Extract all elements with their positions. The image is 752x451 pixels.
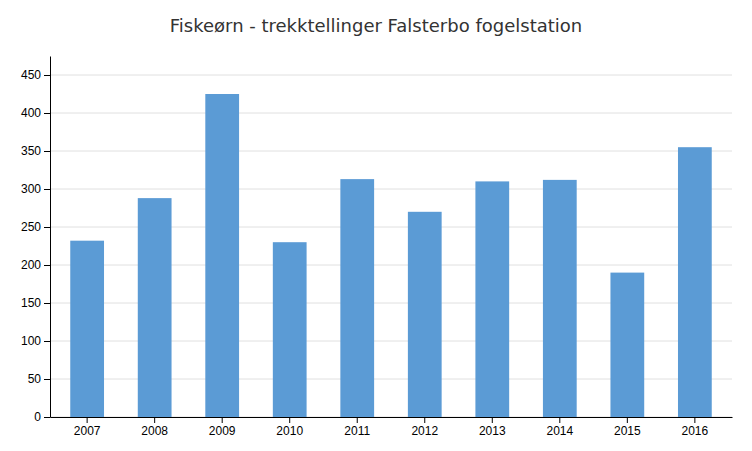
y-tick-label: 100 — [21, 334, 41, 348]
y-tick-mark — [44, 265, 50, 266]
x-tick: 2013 — [479, 417, 506, 438]
y-tick-label: 400 — [21, 106, 41, 120]
y-tick-label: 150 — [21, 296, 41, 310]
y-tick: 450 — [21, 68, 50, 82]
y-tick: 0 — [34, 410, 50, 424]
x-tick: 2014 — [546, 417, 573, 438]
y-tick: 200 — [21, 258, 50, 272]
x-tick-mark — [154, 417, 155, 423]
x-tick: 2012 — [411, 417, 438, 438]
bar — [408, 212, 442, 417]
x-tick-mark — [559, 417, 560, 423]
grid-line — [50, 189, 732, 190]
x-tick-label: 2008 — [141, 424, 168, 438]
y-axis-line — [50, 57, 51, 418]
x-tick-mark — [222, 417, 223, 423]
y-tick-mark — [44, 417, 50, 418]
title: Fiskeørn - trekktellinger Falsterbo foge… — [170, 15, 582, 36]
y-tick-mark — [44, 151, 50, 152]
y-tick: 250 — [21, 220, 50, 234]
x-tick-mark — [87, 417, 88, 423]
x-axis: 2007 2008 2009 2010 2011 2012 2013 2014 2015 2016 — [51, 417, 733, 438]
y-tick: 100 — [21, 334, 50, 348]
x-tick: 2010 — [276, 417, 303, 438]
x-tick: 2011 — [344, 417, 370, 438]
x-tick: 2016 — [682, 417, 709, 438]
bar — [678, 147, 712, 417]
y-tick-mark — [44, 379, 50, 380]
grid-line — [50, 113, 732, 114]
x-tick: 2015 — [614, 417, 641, 438]
bar — [273, 242, 307, 417]
y-tick-mark — [44, 227, 50, 228]
y-tick-label: 200 — [21, 258, 41, 272]
y-tick: 50 — [28, 372, 50, 386]
y-tick-label: 50 — [28, 372, 42, 386]
bar — [70, 241, 104, 417]
y-tick-label: 250 — [21, 220, 41, 234]
grid-line — [50, 151, 732, 152]
x-tick-label: 2009 — [209, 424, 236, 438]
y-tick-label: 350 — [21, 144, 41, 158]
x-axis-line — [51, 417, 733, 418]
bar — [138, 198, 172, 417]
x-tick-label: 2012 — [411, 424, 438, 438]
y-tick-mark — [44, 341, 50, 342]
x-tick-mark — [289, 417, 290, 423]
y-tick-mark — [44, 303, 50, 304]
y-tick-label: 450 — [21, 68, 41, 82]
x-tick-label: 2014 — [546, 424, 573, 438]
x-tick-label: 2016 — [682, 424, 709, 438]
grid-line — [50, 75, 732, 76]
x-tick-label: 2013 — [479, 424, 506, 438]
bars — [70, 94, 711, 417]
bar — [340, 179, 374, 417]
y-tick-mark — [44, 75, 50, 76]
chart: 2007 2008 2009 2010 2011 2012 2013 2014 2015 2016… — [0, 0, 752, 451]
x-tick: 2008 — [141, 417, 168, 438]
y-tick: 150 — [21, 296, 50, 310]
bar — [475, 181, 509, 417]
y-tick: 350 — [21, 144, 50, 158]
x-tick-mark — [694, 417, 695, 423]
bar — [610, 273, 644, 417]
x-tick: 2009 — [209, 417, 236, 438]
bar — [543, 180, 577, 417]
y-tick-label: 0 — [34, 410, 41, 424]
x-tick-mark — [627, 417, 628, 423]
y-tick-label: 300 — [21, 182, 41, 196]
x-tick-label: 2010 — [276, 424, 303, 438]
x-tick-label: 2007 — [74, 424, 101, 438]
y-tick: 300 — [21, 182, 50, 196]
bar — [205, 94, 239, 417]
x-tick-mark — [424, 417, 425, 423]
x-tick-label: 2011 — [344, 424, 370, 438]
x-tick-label: 2015 — [614, 424, 641, 438]
y-tick: 400 — [21, 106, 50, 120]
grid — [50, 75, 732, 417]
plot: 2007 2008 2009 2010 2011 2012 2013 2014 2015 2016… — [21, 57, 733, 438]
y-tick-mark — [44, 189, 50, 190]
y-tick-mark — [44, 113, 50, 114]
x-tick-mark — [492, 417, 493, 423]
x-tick: 2007 — [74, 417, 101, 438]
y-axis: 0 50 100 150 200 250 300 350 400 450 — [21, 57, 51, 425]
x-tick-mark — [357, 417, 358, 423]
